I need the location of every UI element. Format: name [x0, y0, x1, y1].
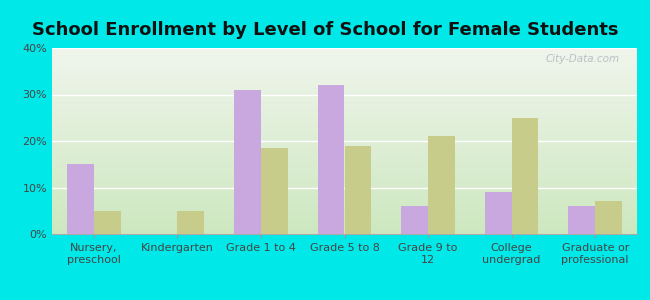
Bar: [512, 118, 538, 234]
Bar: [94, 211, 120, 234]
Bar: [344, 146, 371, 234]
Bar: [177, 211, 204, 234]
Text: City-Data.com: City-Data.com: [545, 54, 619, 64]
Bar: [318, 85, 344, 234]
Bar: [261, 148, 288, 234]
Bar: [428, 136, 455, 234]
Text: School Enrollment by Level of School for Female Students: School Enrollment by Level of School for…: [32, 21, 618, 39]
Bar: [234, 90, 261, 234]
Bar: [485, 192, 512, 234]
Bar: [67, 164, 94, 234]
Bar: [401, 206, 428, 234]
Bar: [595, 202, 622, 234]
Bar: [569, 206, 595, 234]
